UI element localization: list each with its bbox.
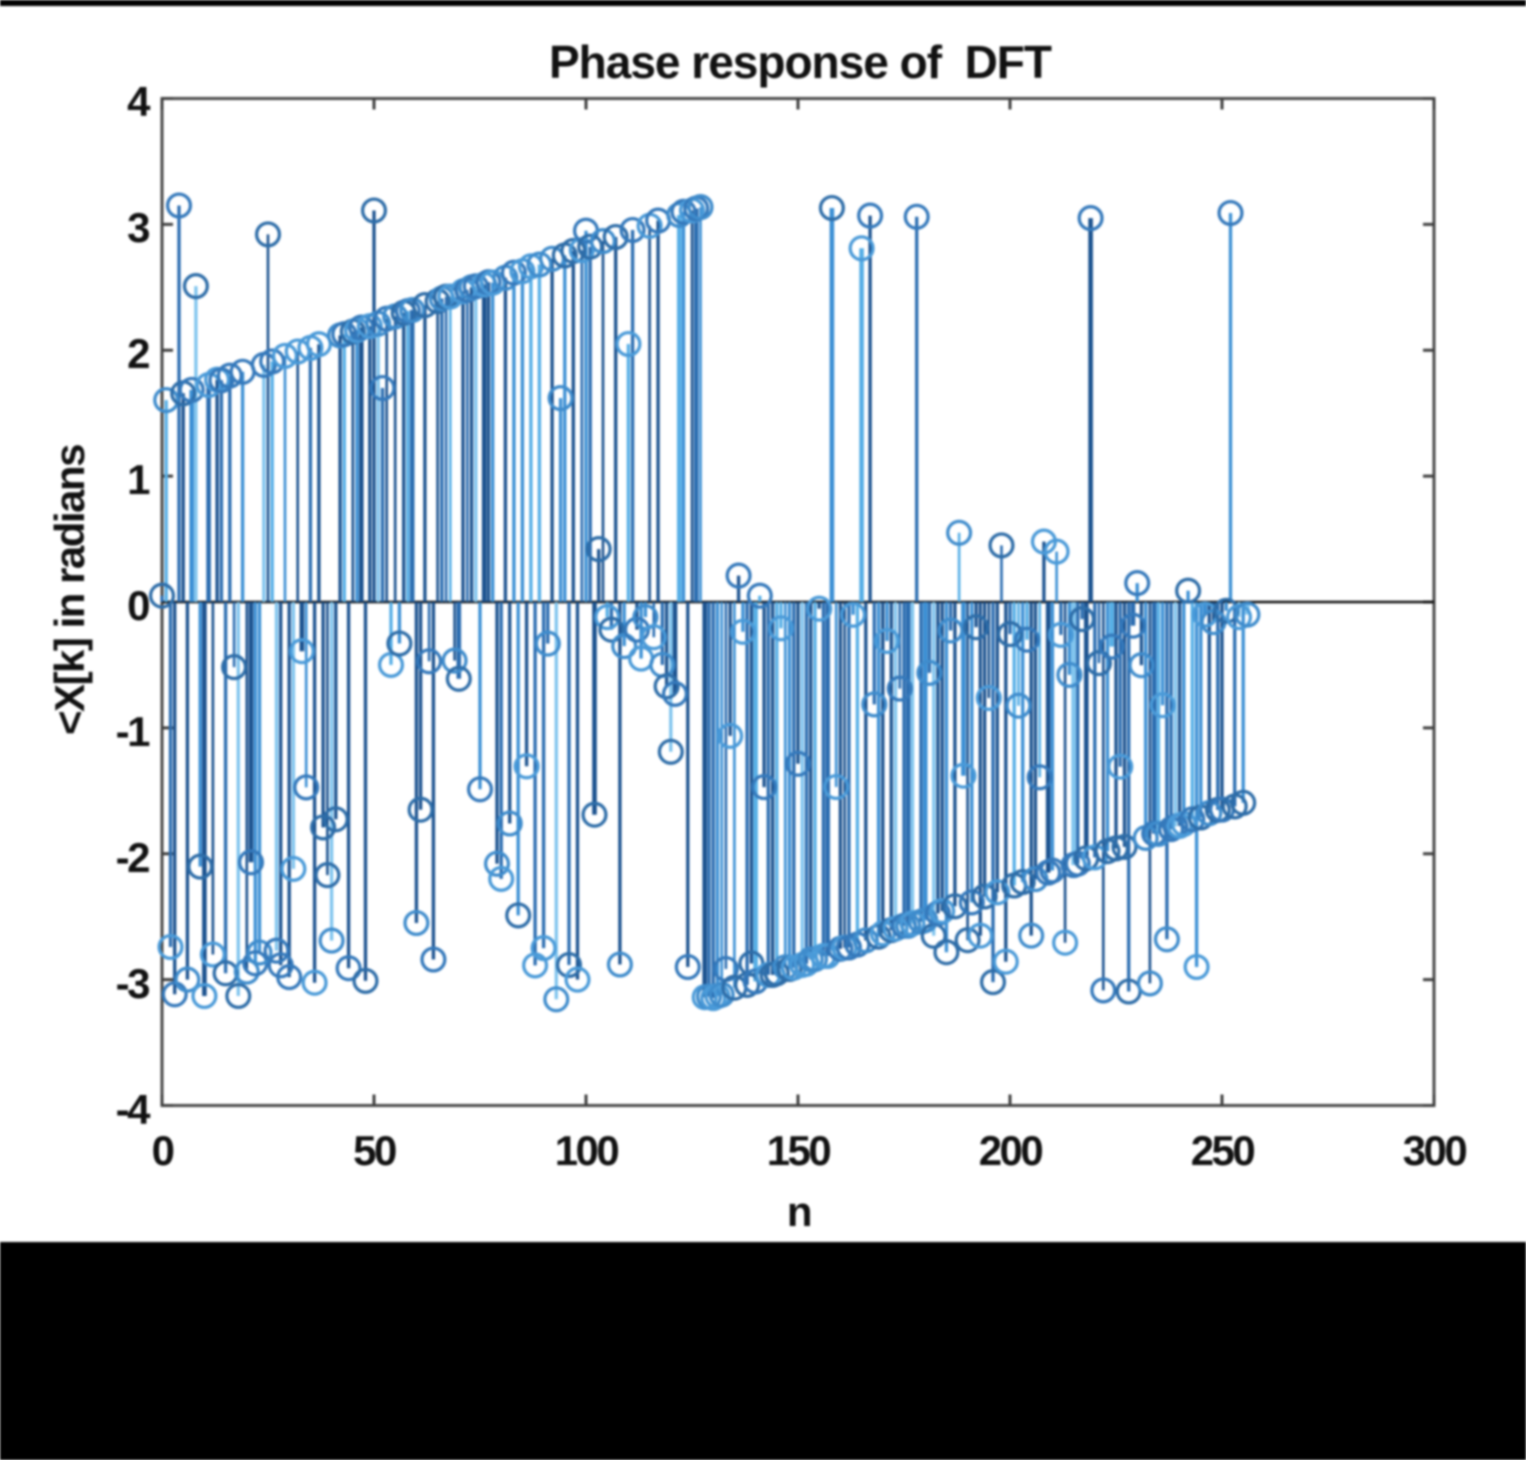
svg-text:<X[k] in radians: <X[k] in radians	[46, 445, 93, 735]
svg-text:300: 300	[1403, 1127, 1467, 1174]
svg-text:Phase response of DFT: Phase response of DFT	[549, 36, 1052, 88]
svg-text:-3: -3	[116, 960, 149, 1007]
svg-text:3: 3	[127, 204, 149, 251]
svg-text:150: 150	[767, 1127, 831, 1174]
svg-text:4: 4	[127, 78, 151, 125]
svg-text:n: n	[787, 1188, 811, 1235]
svg-text:200: 200	[979, 1127, 1043, 1174]
svg-text:100: 100	[555, 1127, 619, 1174]
svg-text:2: 2	[127, 330, 149, 377]
svg-text:50: 50	[353, 1127, 396, 1174]
svg-text:-2: -2	[116, 834, 149, 881]
svg-text:0: 0	[152, 1127, 174, 1174]
svg-text:-4: -4	[116, 1086, 151, 1133]
svg-text:250: 250	[1191, 1127, 1255, 1174]
svg-text:0: 0	[127, 582, 149, 629]
svg-text:1: 1	[127, 456, 150, 503]
svg-text:-1: -1	[116, 708, 150, 755]
